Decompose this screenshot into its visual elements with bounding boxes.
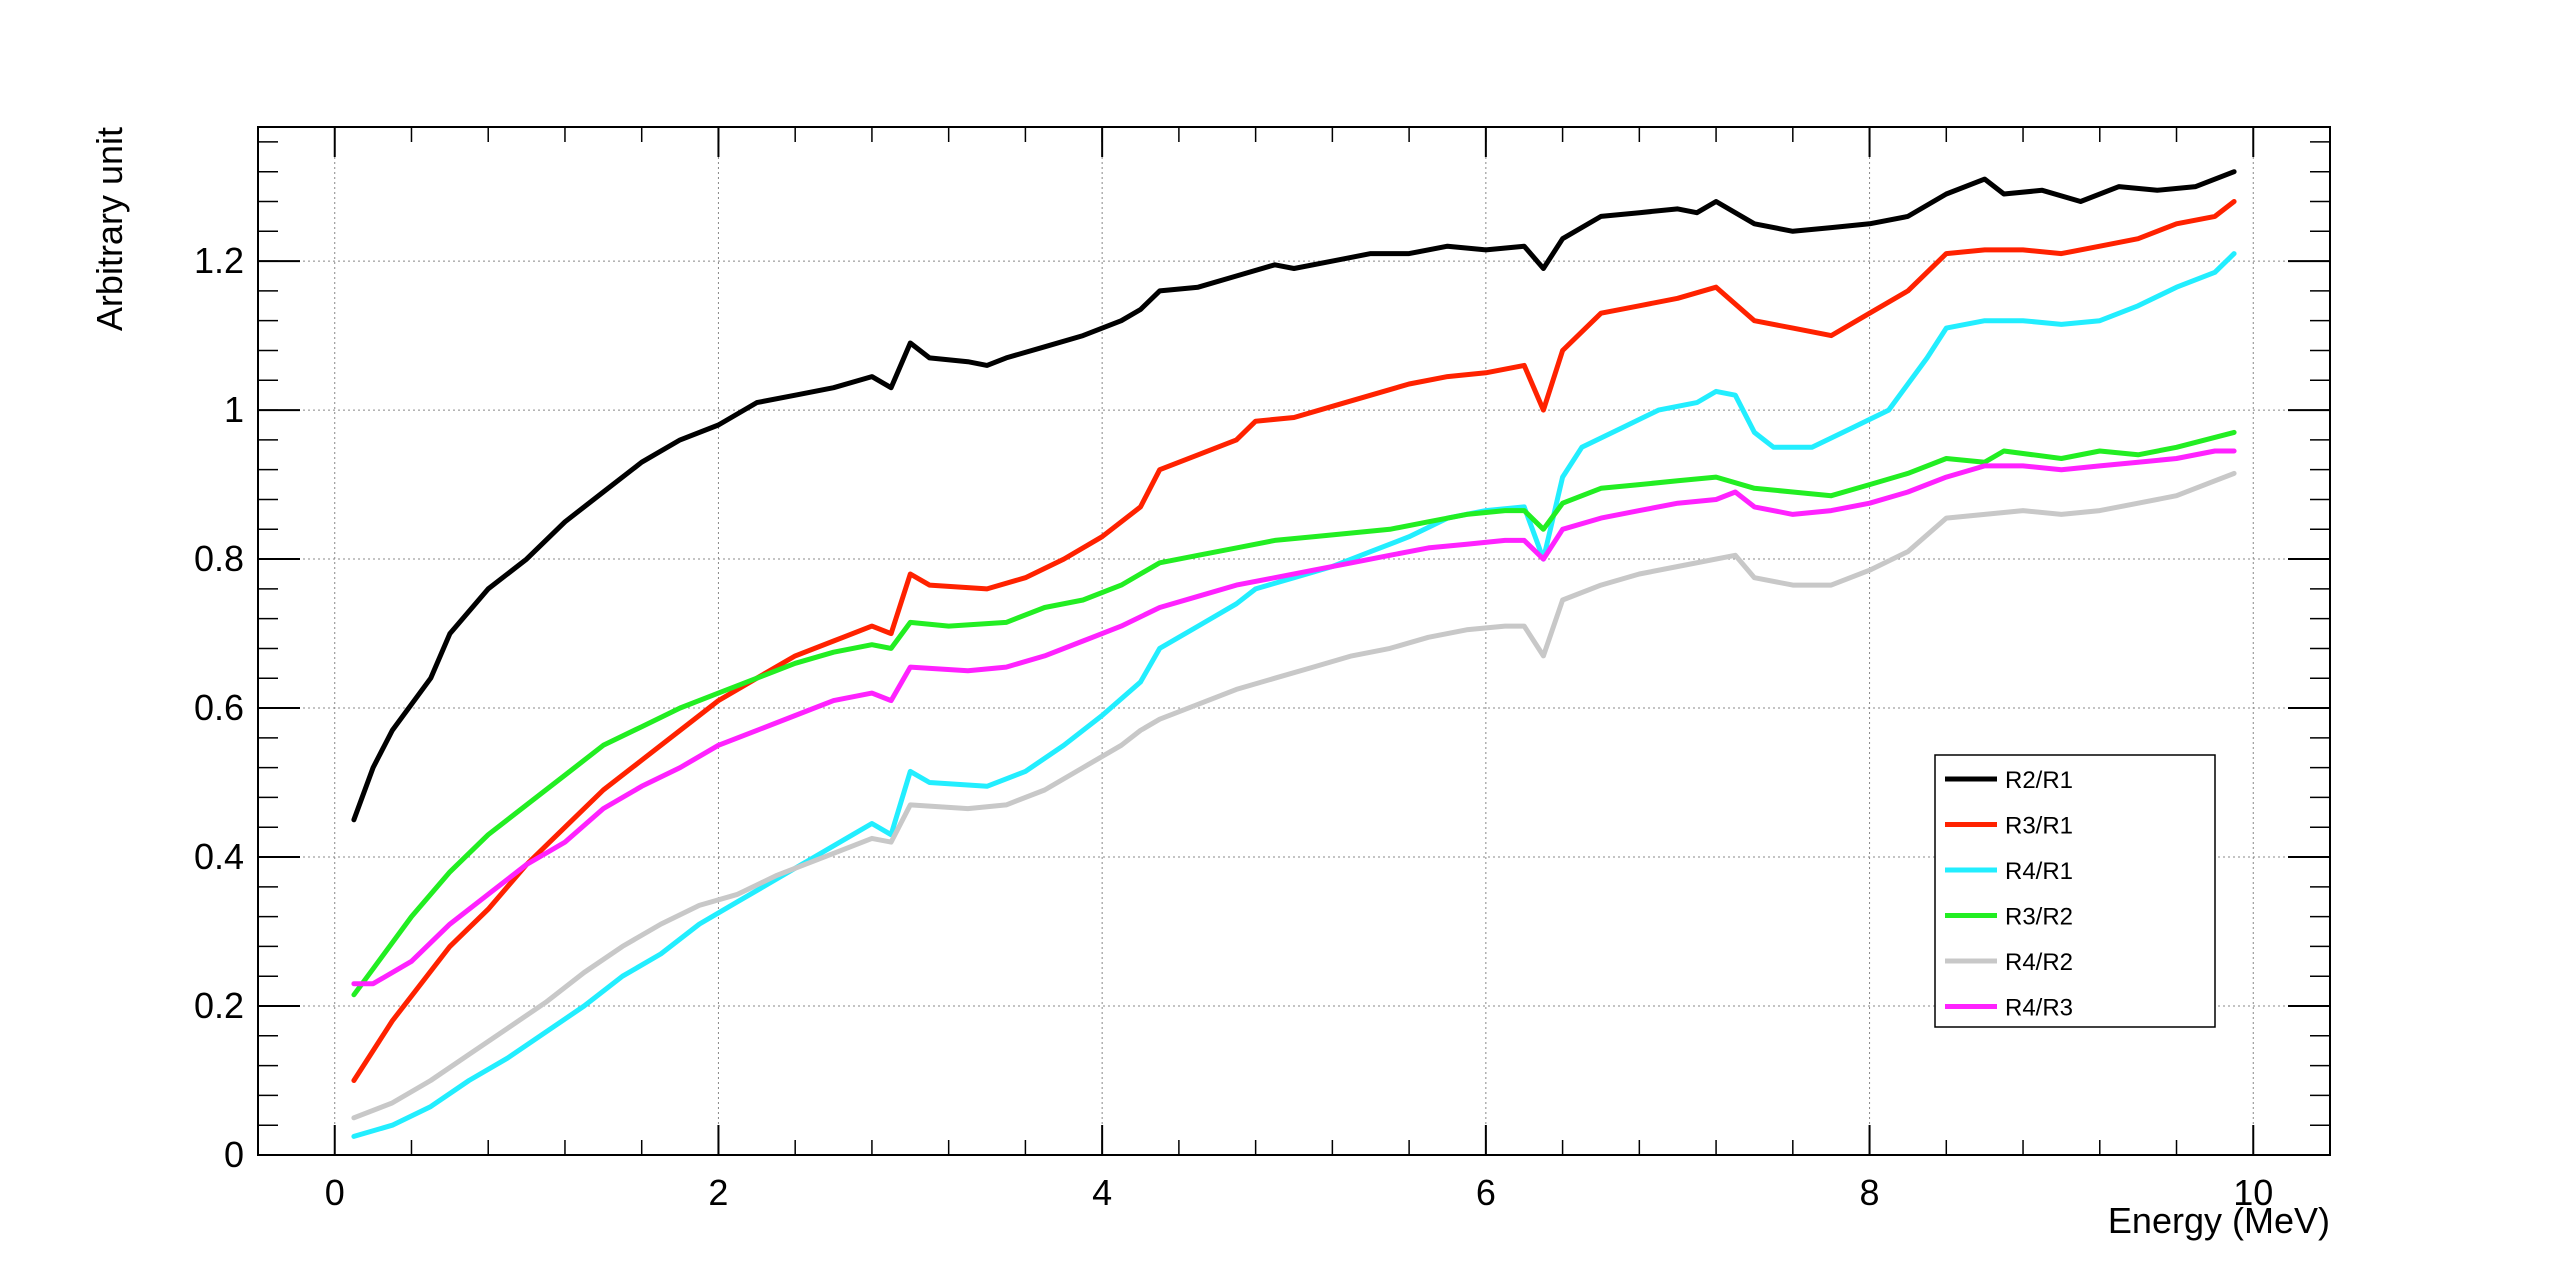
y-tick-label: 1	[224, 389, 244, 430]
legend-label: R3/R1	[2005, 813, 2073, 840]
series-line-r2-r1	[351, 169, 2237, 823]
y-tick-label: 0.4	[194, 836, 244, 877]
legend-items: R2/R1 R3/R1 R4/R1 R3/R2 R4/R2 R4/R3	[1945, 767, 2073, 1022]
x-axis-label: Energy (MeV)	[2108, 1200, 2330, 1241]
x-tick-label: 10	[2233, 1172, 2273, 1213]
legend-entry: R3/R1	[1945, 813, 2073, 840]
legend-label: R4/R2	[2005, 949, 2073, 976]
y-tick-label: 0.8	[194, 538, 244, 579]
y-axis-label: Arbitrary unit	[89, 127, 130, 331]
series-line-r4-r2	[351, 470, 2237, 1121]
y-tick-label: 0.6	[194, 687, 244, 728]
legend-entry: R3/R2	[1945, 904, 2073, 931]
legend-entry: R2/R1	[1945, 767, 2073, 794]
series-line-r3-r1	[351, 199, 2237, 1083]
plot-frame	[257, 126, 2331, 1156]
legend-entry: R4/R1	[1945, 858, 2073, 885]
legend-label: R4/R1	[2005, 858, 2073, 885]
series-line-r4-r3	[351, 448, 2237, 987]
x-tick-label: 8	[1860, 1172, 1880, 1213]
y-tick-label: 1.2	[194, 240, 244, 281]
legend-label: R3/R2	[2005, 904, 2073, 931]
x-tick-label: 2	[708, 1172, 728, 1213]
x-tick-label: 0	[325, 1172, 345, 1213]
legend: R2/R1 R3/R1 R4/R1 R3/R2 R4/R2 R4/R3	[1934, 754, 2216, 1028]
legend-label: R4/R3	[2005, 995, 2073, 1022]
x-tick-label: 4	[1092, 1172, 1112, 1213]
x-tick-label: 6	[1476, 1172, 1496, 1213]
grid	[258, 127, 2330, 1155]
legend-entry: R4/R2	[1945, 949, 2073, 976]
y-axis-ticks: 0 0.2 0.4 0.6 0.8 1 1.2	[194, 240, 2330, 1175]
legend-box	[1934, 754, 2216, 1028]
series-lines	[351, 169, 2237, 1139]
legend-entry: R4/R3	[1945, 995, 2073, 1022]
x-axis-ticks: 0 2 4 6 8 10	[325, 127, 2273, 1213]
series-line-r3-r2	[351, 429, 2237, 998]
y-tick-label: 0.2	[194, 985, 244, 1026]
y-tick-label: 0	[224, 1134, 244, 1175]
legend-label: R2/R1	[2005, 767, 2073, 794]
